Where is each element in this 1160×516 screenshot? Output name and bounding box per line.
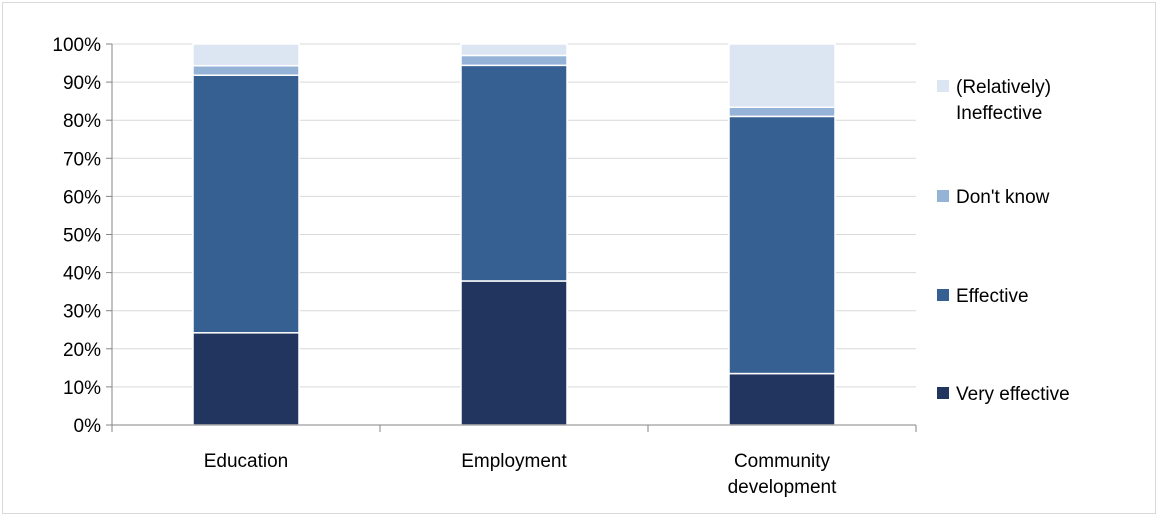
bar-segment-relatively-ineffective	[728, 43, 836, 108]
bars	[192, 43, 836, 426]
y-tick-label: 0%	[74, 416, 102, 437]
bar-segment-don-t-know	[460, 54, 568, 67]
x-tick-label: Education	[204, 451, 289, 472]
legend-label: (Relatively) Ineffective	[956, 77, 1051, 124]
y-tick-label: 50%	[63, 226, 101, 247]
bar-segment-relatively-ineffective	[192, 43, 300, 67]
legend-swatch	[937, 80, 949, 92]
y-tick-label: 40%	[63, 264, 101, 285]
bar-segment-don-t-know	[192, 64, 300, 76]
bar-segment-effective	[460, 64, 568, 282]
y-tick-label: 20%	[63, 340, 101, 361]
bar-segment-don-t-know	[728, 106, 836, 118]
legend-label: Effective	[956, 286, 1029, 307]
legend-item-effective: Effective	[937, 286, 1029, 307]
y-tick-label: 30%	[63, 302, 101, 323]
bar-segment-very-effective	[192, 332, 300, 426]
y-tick-label: 60%	[63, 187, 101, 208]
bar-segment-very-effective	[728, 372, 836, 426]
y-tick-label: 100%	[52, 35, 101, 56]
legend-item-relatively-ineffective: (Relatively) Ineffective	[937, 77, 1051, 124]
x-tick-label: Employment	[461, 451, 567, 472]
bar-segment-effective	[728, 115, 836, 375]
bar-segment-relatively-ineffective	[460, 43, 568, 57]
legend-swatch	[937, 387, 949, 399]
legend-label: Don't know	[956, 187, 1050, 208]
y-tick-label: 70%	[63, 149, 101, 170]
y-tick-label: 10%	[63, 378, 101, 399]
bar-segment-very-effective	[460, 280, 568, 426]
legend: (Relatively) Ineffective Don't know Effecti…	[937, 77, 1070, 405]
legend-label: Very effective	[956, 384, 1070, 405]
legend-item-don-t-know: Don't know	[937, 187, 1050, 208]
bar-segment-effective	[192, 74, 300, 334]
y-tick-label: 80%	[63, 111, 101, 132]
axes: 0% 10% 20% 30% 40% 50% 60% 70% 80% 90% 100% Educati…	[52, 35, 917, 498]
legend-swatch	[937, 190, 949, 202]
legend-swatch	[937, 289, 949, 301]
y-tick-label: 90%	[63, 73, 101, 94]
legend-item-very-effective: Very effective	[937, 384, 1070, 405]
x-tick-label: Community development	[728, 451, 838, 498]
